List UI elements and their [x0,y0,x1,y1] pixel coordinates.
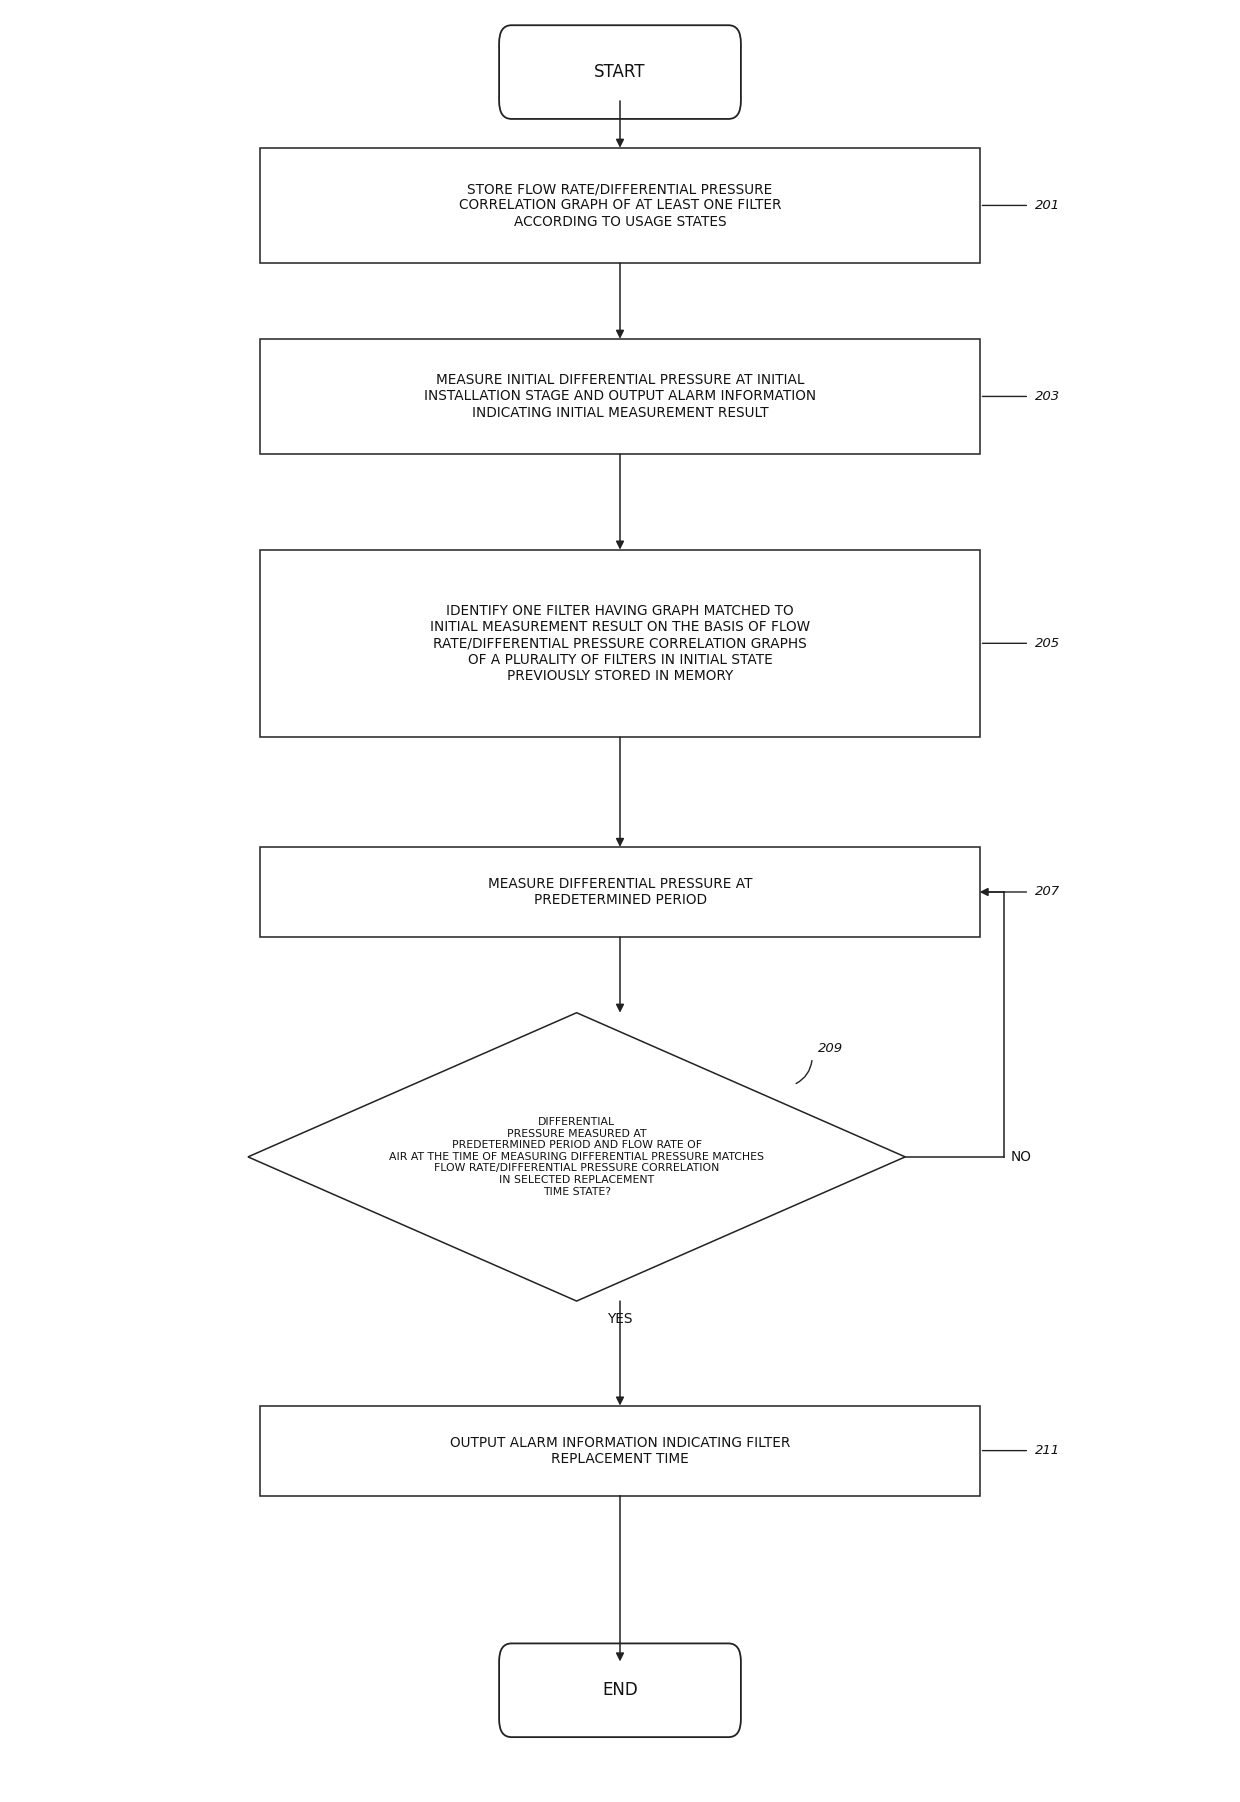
Text: 209: 209 [818,1042,843,1056]
Bar [260,339,980,454]
FancyBboxPatch shape [498,25,740,119]
Text: MEASURE DIFFERENTIAL PRESSURE AT
PREDETERMINED PERIOD: MEASURE DIFFERENTIAL PRESSURE AT PREDETE… [487,878,753,906]
Text: 207: 207 [1035,885,1060,899]
Text: 205: 205 [1035,636,1060,651]
Bar [260,148,980,263]
Bar [260,1406,980,1496]
Text: END: END [603,1681,637,1699]
Text: START: START [594,63,646,81]
Text: DIFFERENTIAL
PRESSURE MEASURED AT
PREDETERMINED PERIOD AND FLOW RATE OF
AIR AT T: DIFFERENTIAL PRESSURE MEASURED AT PREDET… [389,1117,764,1197]
Bar [260,550,980,737]
Text: 201: 201 [1035,198,1060,213]
Text: STORE FLOW RATE/DIFFERENTIAL PRESSURE
CORRELATION GRAPH OF AT LEAST ONE FILTER
A: STORE FLOW RATE/DIFFERENTIAL PRESSURE CO… [459,182,781,229]
Text: NO: NO [1011,1150,1032,1164]
Text: OUTPUT ALARM INFORMATION INDICATING FILTER
REPLACEMENT TIME: OUTPUT ALARM INFORMATION INDICATING FILT… [450,1436,790,1465]
Text: IDENTIFY ONE FILTER HAVING GRAPH MATCHED TO
INITIAL MEASUREMENT RESULT ON THE BA: IDENTIFY ONE FILTER HAVING GRAPH MATCHED… [430,604,810,683]
Text: 203: 203 [1035,389,1060,404]
FancyBboxPatch shape [498,1643,740,1737]
Bar [260,847,980,937]
Text: MEASURE INITIAL DIFFERENTIAL PRESSURE AT INITIAL
INSTALLATION STAGE AND OUTPUT A: MEASURE INITIAL DIFFERENTIAL PRESSURE AT… [424,373,816,420]
Polygon shape [248,1013,905,1301]
Text: YES: YES [608,1312,632,1326]
Text: 211: 211 [1035,1443,1060,1458]
